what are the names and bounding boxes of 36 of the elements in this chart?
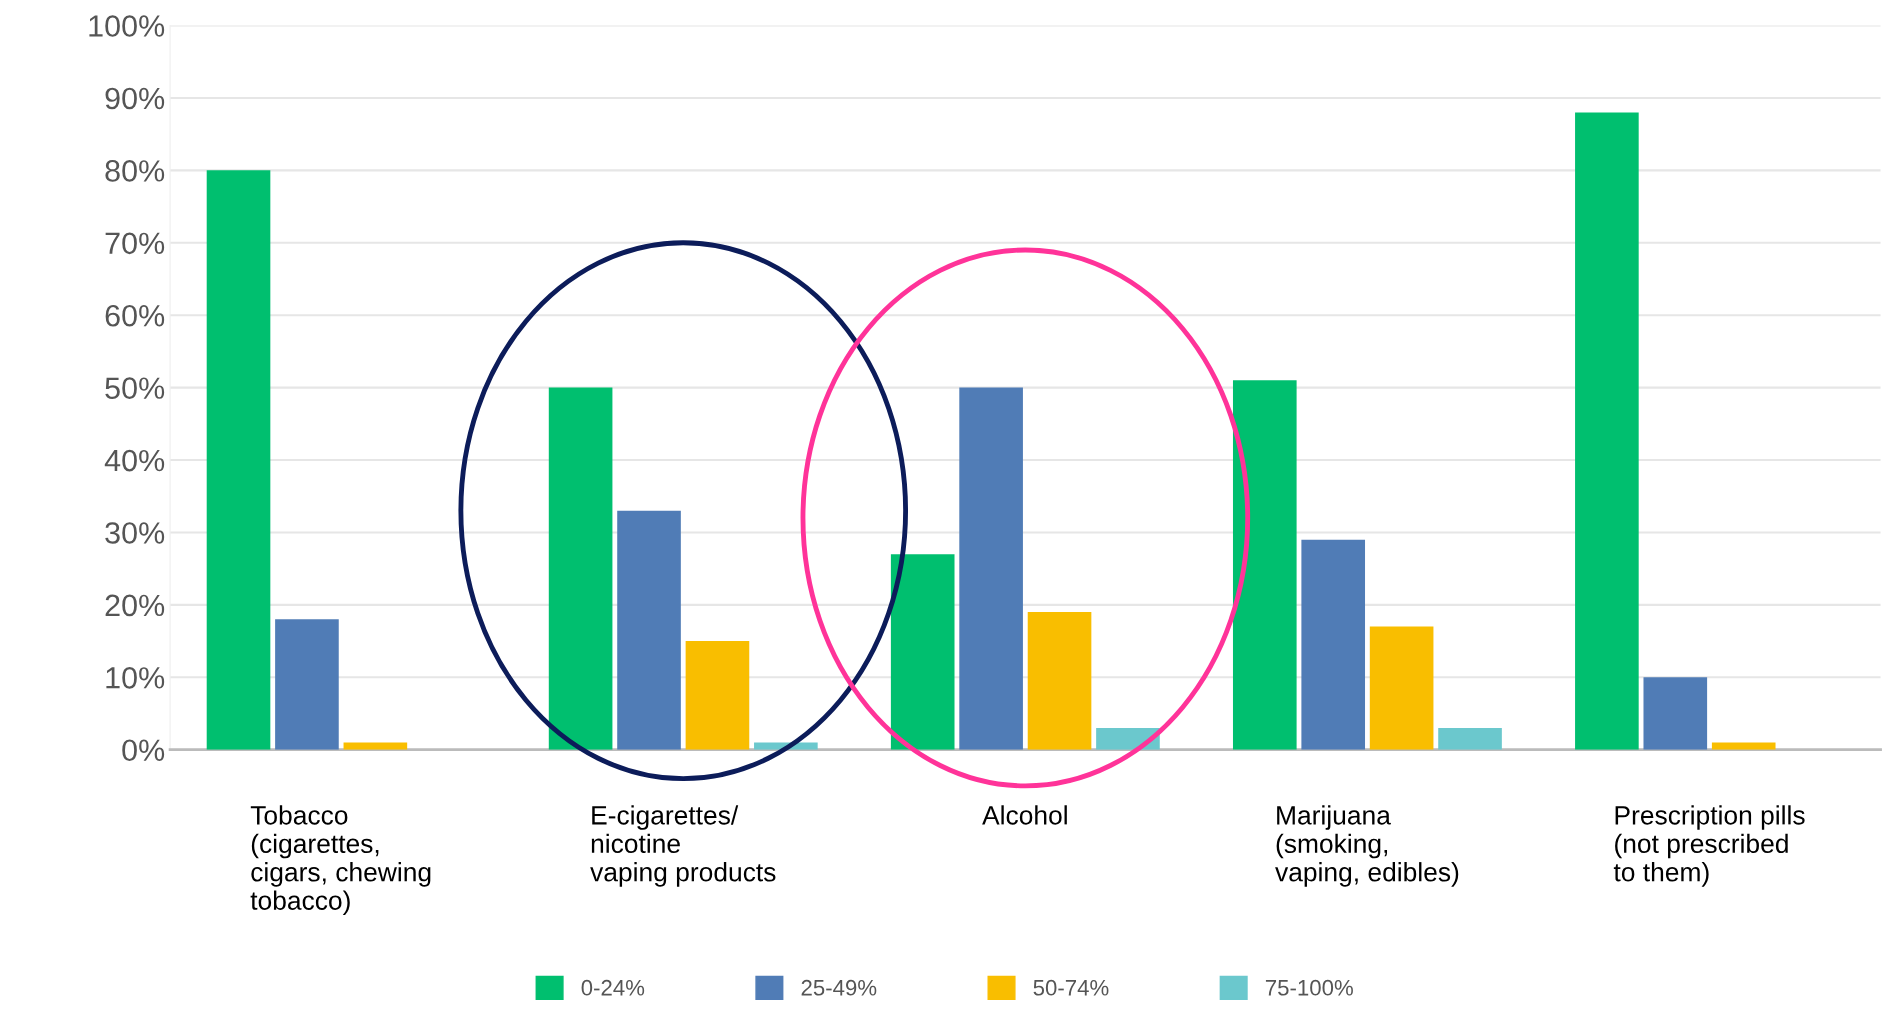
bar [959, 387, 1023, 750]
y-tick-label: 20% [105, 594, 165, 617]
legend-label: 50-74% [1033, 979, 1109, 996]
x-tick-label: E-cigarettes/ nicotine vaping products [590, 805, 776, 887]
bar [275, 619, 339, 750]
x-tick-label: Tobacco (cigarettes, cigars, chewing tobacco) [250, 805, 431, 916]
y-tick-label: 30% [105, 522, 165, 544]
bar [685, 641, 750, 750]
bar [1369, 626, 1434, 750]
y-tick-label: 60% [105, 304, 165, 327]
bar [1711, 742, 1776, 750]
legend-label: 25-49% [801, 979, 877, 996]
y-tick-label: 0% [122, 739, 165, 762]
x-tick-label: Marijuana (smoking, vaping, edibles) [1275, 805, 1459, 887]
y-tick-label: 90% [105, 87, 165, 110]
y-tick-label: 10% [106, 667, 165, 689]
bar [1575, 112, 1639, 750]
bar [617, 510, 681, 750]
legend-label: 75-100% [1265, 979, 1353, 996]
bar [1438, 727, 1502, 750]
x-tick-label: Alcohol [982, 805, 1067, 825]
y-tick-label: 40% [104, 449, 165, 472]
bar [548, 387, 613, 750]
bar [890, 554, 955, 750]
y-tick-label: 70% [105, 232, 165, 255]
bar [1301, 539, 1366, 750]
bar [1643, 677, 1708, 750]
bar [1027, 612, 1092, 750]
y-tick-label: 80% [105, 160, 165, 182]
bar [343, 742, 408, 750]
y-tick-label: 50% [105, 377, 165, 399]
legend-label: 0-24% [581, 979, 645, 996]
y-tick-label: 100% [89, 15, 165, 37]
bar [206, 170, 271, 750]
bar [1232, 380, 1297, 750]
x-tick-label: Prescription pills (not prescribed to them) [1613, 805, 1805, 887]
